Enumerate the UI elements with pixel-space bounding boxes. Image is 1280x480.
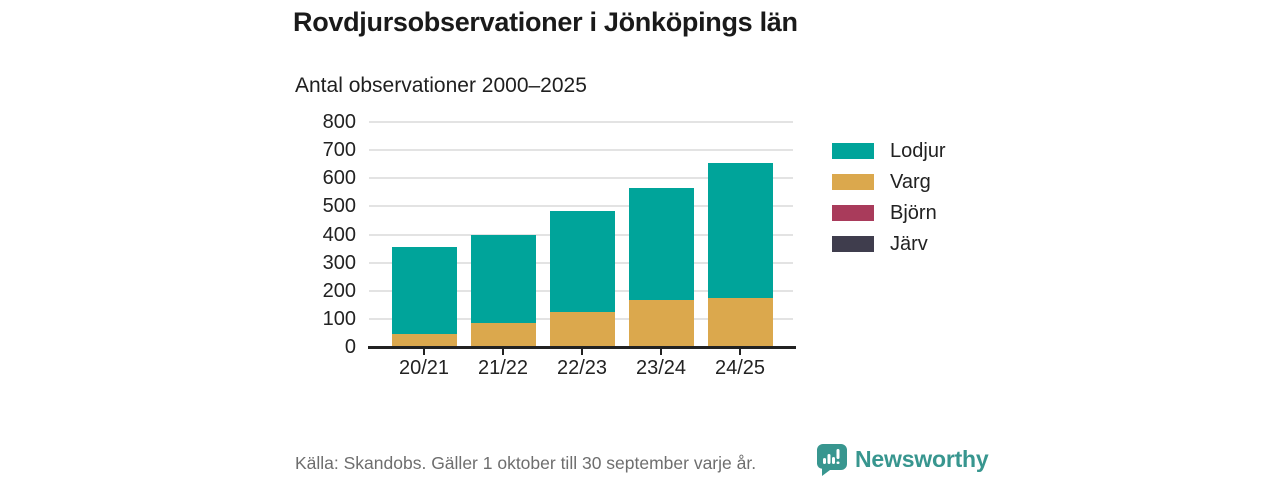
x-axis-tick-20/21 <box>423 349 425 355</box>
bar-segment-varg-21/22 <box>470 322 536 347</box>
legend-item-björn: Björn <box>832 202 946 224</box>
bar-segment-lodjur-24/25 <box>707 162 773 298</box>
y-axis-label-400: 400 <box>322 223 356 246</box>
x-axis-tick-22/23 <box>581 349 583 355</box>
y-axis-label-800: 800 <box>322 111 356 133</box>
gridline-800 <box>369 121 793 123</box>
y-axis-label-700: 700 <box>322 139 356 162</box>
x-axis-label-22/23: 22/23 <box>556 357 608 379</box>
y-axis-label-300: 300 <box>322 251 356 274</box>
y-axis-label-100: 100 <box>322 307 356 330</box>
y-axis-label-600: 600 <box>322 167 356 190</box>
chart-subtitle: Antal observationer 2000–2025 <box>295 74 587 97</box>
legend-label: Järv <box>890 232 928 255</box>
legend: Lodjur Varg Björn Järv <box>832 140 946 255</box>
y-axis-label-0: 0 <box>344 336 356 358</box>
gridline-600 <box>369 177 793 180</box>
bar-segment-lodjur-22/23 <box>549 210 615 313</box>
x-axis-label-24/25: 24/25 <box>714 357 766 379</box>
plot-area <box>369 121 793 347</box>
newsworthy-brand-name: Newsworthy <box>855 446 989 472</box>
legend-item-järv: Järv <box>832 233 946 255</box>
legend-item-lodjur: Lodjur <box>832 140 946 162</box>
brand: Newsworthy <box>817 444 989 476</box>
bar-segment-varg-20/21 <box>391 333 457 347</box>
x-axis-tick-23/24 <box>660 349 662 355</box>
x-axis-tick-21/22 <box>502 349 504 355</box>
legend-swatch-järv <box>832 236 874 252</box>
y-axis-label-500: 500 <box>322 195 356 218</box>
y-axis-label-200: 200 <box>322 279 356 302</box>
x-axis-label-21/22: 21/22 <box>477 357 529 379</box>
bar-segment-varg-23/24 <box>628 300 694 347</box>
gridline-500 <box>369 205 793 208</box>
legend-label: Lodjur <box>890 139 946 162</box>
legend-swatch-björn <box>832 205 874 221</box>
legend-label: Varg <box>890 170 931 193</box>
x-axis-label-23/24: 23/24 <box>635 357 687 379</box>
newsworthy-logo-icon <box>817 444 847 476</box>
x-axis-line <box>368 346 796 349</box>
bar-segment-lodjur-23/24 <box>628 188 694 301</box>
legend-item-varg: Varg <box>832 171 946 193</box>
legend-swatch-varg <box>832 174 874 190</box>
footer-source: Källa: Skandobs. Gäller 1 oktober till 3… <box>295 453 757 473</box>
legend-label: Björn <box>890 201 937 224</box>
x-axis-tick-24/25 <box>739 349 741 355</box>
x-axis-label-20/21: 20/21 <box>398 357 450 379</box>
bar-segment-lodjur-21/22 <box>470 234 536 323</box>
legend-swatch-lodjur <box>832 143 874 159</box>
chart-title: Rovdjursobservationer i Jönköpings län <box>293 7 798 37</box>
bar-segment-lodjur-20/21 <box>391 247 457 334</box>
bar-segment-varg-24/25 <box>707 297 773 347</box>
bar-segment-varg-22/23 <box>549 312 615 347</box>
gridline-700 <box>369 149 793 152</box>
